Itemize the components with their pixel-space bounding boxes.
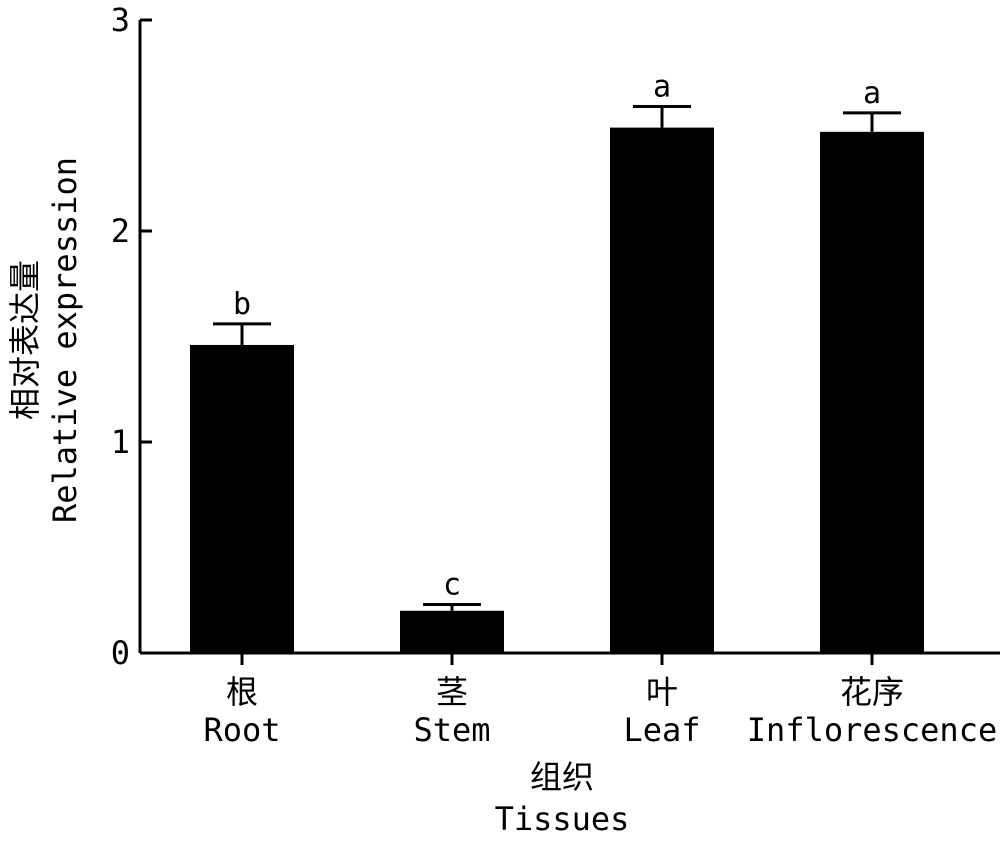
significance-labels: b c a a (233, 70, 881, 603)
x-tick-label-en: Stem (413, 711, 490, 749)
x-tick-label-cn: 叶 (646, 673, 678, 711)
x-tick-label-cn: 花序 (840, 673, 904, 711)
x-tick-label-en: Inflorescence (747, 711, 997, 749)
y-axis-title-cn: 相对表达量 (6, 260, 44, 420)
x-axis-title-en: Tissues (495, 800, 630, 838)
bar (400, 610, 504, 653)
significance-label: a (653, 70, 671, 105)
bar (820, 131, 924, 653)
x-tick-label-cn: 根 (226, 673, 258, 711)
significance-label: a (863, 76, 881, 111)
x-tick-label-en: Root (203, 711, 280, 749)
significance-label: b (233, 287, 251, 322)
significance-label: c (443, 567, 461, 602)
bars (190, 127, 924, 654)
y-tick-label: 2 (111, 212, 130, 250)
bar (610, 127, 714, 654)
y-tick-labels: 0 1 2 3 (111, 1, 130, 672)
x-axis-title-cn: 组织 (530, 758, 594, 796)
y-tick-label: 0 (111, 634, 130, 672)
y-tick-label: 3 (111, 1, 130, 39)
y-tick-label: 1 (111, 423, 130, 461)
error-bars (213, 105, 901, 611)
bar (190, 344, 294, 653)
y-axis-title-en: Relative expression (46, 157, 84, 523)
x-tick-label-en: Leaf (623, 711, 700, 749)
x-tick-label-cn: 茎 (436, 673, 468, 711)
